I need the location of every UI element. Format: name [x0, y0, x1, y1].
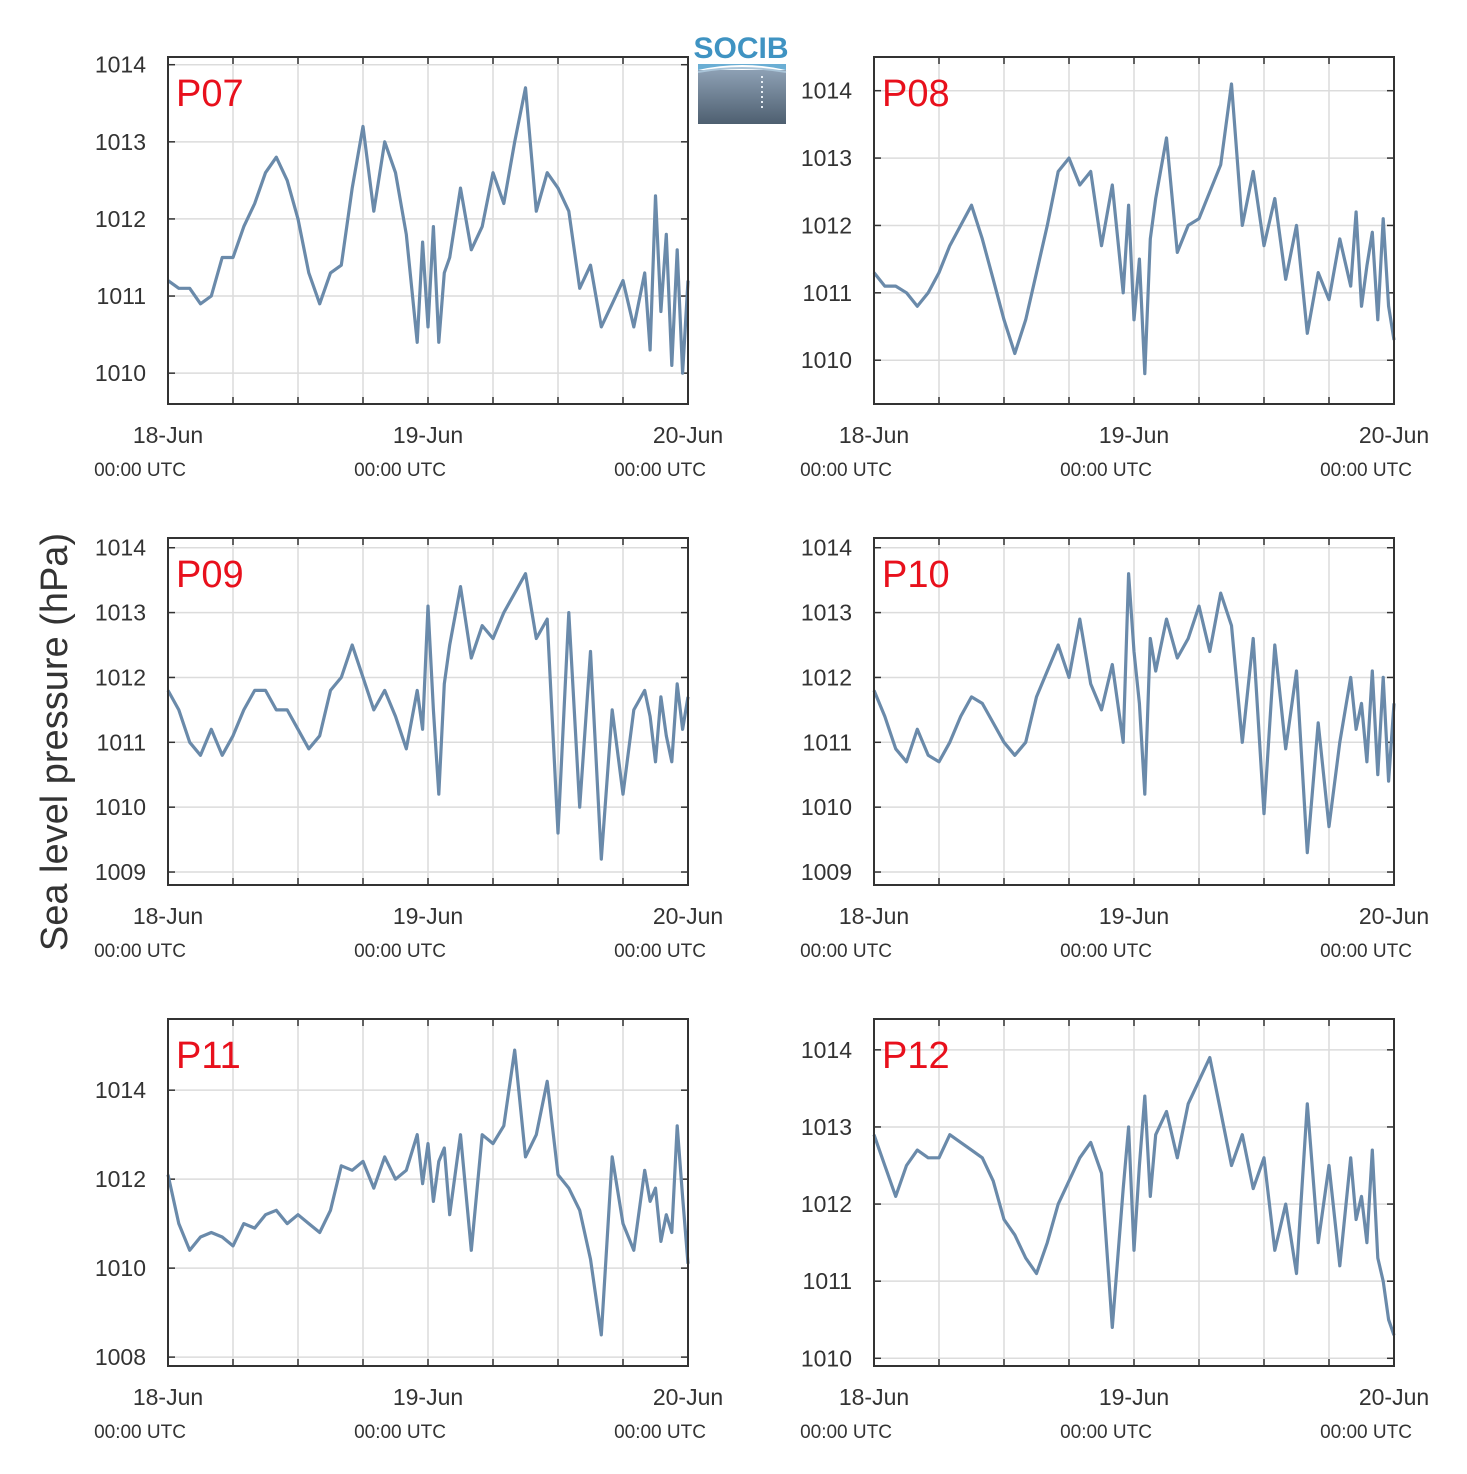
- y-tick-label: 1009: [801, 859, 852, 885]
- y-tick-label: 1011: [97, 283, 146, 309]
- x-tick-label: 18-Jun: [839, 422, 909, 448]
- y-tick-label: 1013: [95, 600, 146, 626]
- x-tick-label: 20-Jun: [653, 1384, 723, 1410]
- panel-p12: 1010 1011 1012 1013 1014 18-Jun 00:00 UTC 19-Ju…: [800, 1018, 1429, 1443]
- x-tick-sublabel: 00:00 UTC: [1060, 460, 1152, 481]
- x-tick-sublabel: 00:00 UTC: [354, 941, 446, 962]
- panel-p07: 1010 1011 1012 1013 1014 18-Jun 00:00 UTC 19-Ju…: [94, 52, 723, 481]
- pressure-series-line: [872, 1056, 1396, 1336]
- y-tick-label: 1009: [95, 859, 146, 885]
- y-tick-label: 1014: [801, 535, 852, 561]
- panel-label: P12: [882, 1035, 950, 1077]
- x-tick-label: 18-Jun: [133, 903, 203, 929]
- pressure-series-line: [167, 86, 690, 375]
- pressure-series-line: [872, 572, 1396, 855]
- y-tick-label: 1012: [95, 206, 146, 232]
- panel-label: P07: [176, 73, 244, 115]
- panel-p08: 1010 1011 1012 1013 1014 18-Jun 00:00 UTC 19-Ju…: [800, 56, 1429, 481]
- x-tick-label: 20-Jun: [653, 903, 723, 929]
- x-tick-sublabel: 00:00 UTC: [614, 941, 706, 962]
- x-tick-label: 19-Jun: [1099, 903, 1169, 929]
- x-tick-sublabel: 00:00 UTC: [1060, 1422, 1152, 1443]
- x-tick-label: 19-Jun: [393, 1384, 463, 1410]
- y-tick-label: 1010: [95, 360, 146, 386]
- panel-label: P08: [882, 73, 950, 115]
- x-tick-sublabel: 00:00 UTC: [94, 460, 186, 481]
- y-tick-label: 1010: [801, 794, 852, 820]
- y-tick-label: 1014: [95, 1077, 146, 1103]
- x-tick-sublabel: 00:00 UTC: [94, 1422, 186, 1443]
- pressure-series-line: [166, 1048, 690, 1337]
- x-tick-label: 20-Jun: [1359, 1384, 1429, 1410]
- x-tick-label: 18-Jun: [839, 1384, 909, 1410]
- y-tick-label: 1013: [801, 600, 852, 626]
- pressure-series-line: [872, 82, 1396, 376]
- y-tick-label: 1008: [95, 1344, 146, 1370]
- y-tick-label: 1012: [95, 1166, 146, 1192]
- panel-label: P09: [176, 554, 244, 596]
- socib-logo: SOCIB: [693, 32, 789, 124]
- y-tick-label: 1012: [801, 212, 852, 238]
- plot-frame: [167, 1018, 689, 1367]
- plot-frame: [873, 56, 1395, 405]
- plot-frame: [873, 1018, 1395, 1367]
- y-tick-label: 1013: [95, 129, 146, 155]
- pressure-series-line: [166, 572, 690, 861]
- x-tick-label: 19-Jun: [1099, 422, 1169, 448]
- x-tick-label: 18-Jun: [133, 1384, 203, 1410]
- y-tick-label: 1014: [95, 535, 146, 561]
- y-tick-label: 1012: [801, 1191, 852, 1217]
- x-tick-sublabel: 00:00 UTC: [800, 941, 892, 962]
- panel-p10: 1009 1010 1011 1012 1013 1014 18-Jun 00:00 UTC 1…: [800, 535, 1429, 962]
- y-tick-label: 1014: [801, 78, 852, 104]
- x-tick-label: 19-Jun: [1099, 1384, 1169, 1410]
- x-tick-label: 20-Jun: [1359, 422, 1429, 448]
- x-tick-label: 19-Jun: [393, 422, 463, 448]
- y-tick-label: 1013: [801, 145, 852, 171]
- plot-frame: [873, 537, 1395, 886]
- panel-label: P11: [176, 1035, 241, 1077]
- x-tick-label: 20-Jun: [1359, 903, 1429, 929]
- x-tick-label: 18-Jun: [133, 422, 203, 448]
- x-tick-label: 18-Jun: [839, 903, 909, 929]
- x-tick-sublabel: 00:00 UTC: [354, 1422, 446, 1443]
- x-tick-sublabel: 00:00 UTC: [614, 1422, 706, 1443]
- x-tick-label: 19-Jun: [393, 903, 463, 929]
- panel-p09: 1009 1010 1011 1012 1013 1014 18-Jun 00:00 UTC 1…: [94, 535, 723, 962]
- y-tick-label: 1011: [803, 729, 852, 755]
- y-tick-label: 1012: [95, 664, 146, 690]
- logo-text: SOCIB: [693, 32, 788, 65]
- y-tick-label: 1012: [801, 664, 852, 690]
- x-tick-sublabel: 00:00 UTC: [1060, 941, 1152, 962]
- x-tick-sublabel: 00:00 UTC: [800, 460, 892, 481]
- y-tick-label: 1013: [801, 1114, 852, 1140]
- x-tick-sublabel: 00:00 UTC: [354, 460, 446, 481]
- y-tick-label: 1014: [801, 1037, 852, 1063]
- plot-frame: [167, 56, 689, 405]
- x-tick-sublabel: 00:00 UTC: [94, 941, 186, 962]
- x-tick-sublabel: 00:00 UTC: [800, 1422, 892, 1443]
- y-tick-label: 1010: [95, 794, 146, 820]
- x-tick-label: 20-Jun: [653, 422, 723, 448]
- y-axis-label: Sea level pressure (hPa): [34, 533, 76, 951]
- x-tick-sublabel: 00:00 UTC: [1320, 1422, 1412, 1443]
- plot-frame: [167, 537, 689, 886]
- x-tick-sublabel: 00:00 UTC: [614, 460, 706, 481]
- y-tick-label: 1010: [801, 1345, 852, 1371]
- y-tick-label: 1011: [97, 729, 146, 755]
- y-tick-label: 1011: [803, 280, 852, 306]
- y-tick-label: 1010: [95, 1255, 146, 1281]
- panel-label: P10: [882, 554, 950, 596]
- x-tick-sublabel: 00:00 UTC: [1320, 941, 1412, 962]
- y-tick-label: 1010: [801, 347, 852, 373]
- x-tick-sublabel: 00:00 UTC: [1320, 460, 1412, 481]
- y-tick-label: 1011: [803, 1268, 852, 1294]
- y-tick-label: 1014: [95, 52, 146, 78]
- panel-p11: 1008 1010 1012 1014 18-Jun 00:00 UTC 19-Jun 00:…: [94, 1018, 723, 1443]
